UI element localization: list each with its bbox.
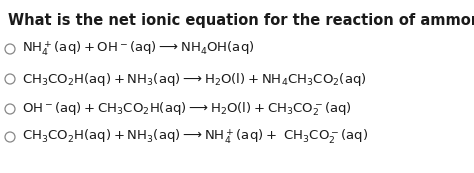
Text: What is the net ionic equation for the reaction of ammonia and acetic acid ?: What is the net ionic equation for the r… [8,13,474,28]
Text: $\mathrm{CH_3CO_2H(aq)+NH_3(aq){\longrightarrow}H_2O(l)+NH_4CH_3CO_2(aq)}$: $\mathrm{CH_3CO_2H(aq)+NH_3(aq){\longrig… [22,71,367,88]
Text: $\mathrm{OH^-(aq)+CH_3CO_2H(aq){\longrightarrow}H_2O(l)+CH_3CO_2^-(aq)}$: $\mathrm{OH^-(aq)+CH_3CO_2H(aq){\longrig… [22,100,352,118]
Text: $\mathrm{CH_3CO_2H(aq)+NH_3(aq){\longrightarrow}NH_4^+(aq)+\ CH_3CO_2^-(aq)}$: $\mathrm{CH_3CO_2H(aq)+NH_3(aq){\longrig… [22,128,368,146]
Text: $\mathrm{NH_4^+(aq)+OH^-(aq){\longrightarrow}NH_4OH(aq)}$: $\mathrm{NH_4^+(aq)+OH^-(aq){\longrighta… [22,40,255,58]
